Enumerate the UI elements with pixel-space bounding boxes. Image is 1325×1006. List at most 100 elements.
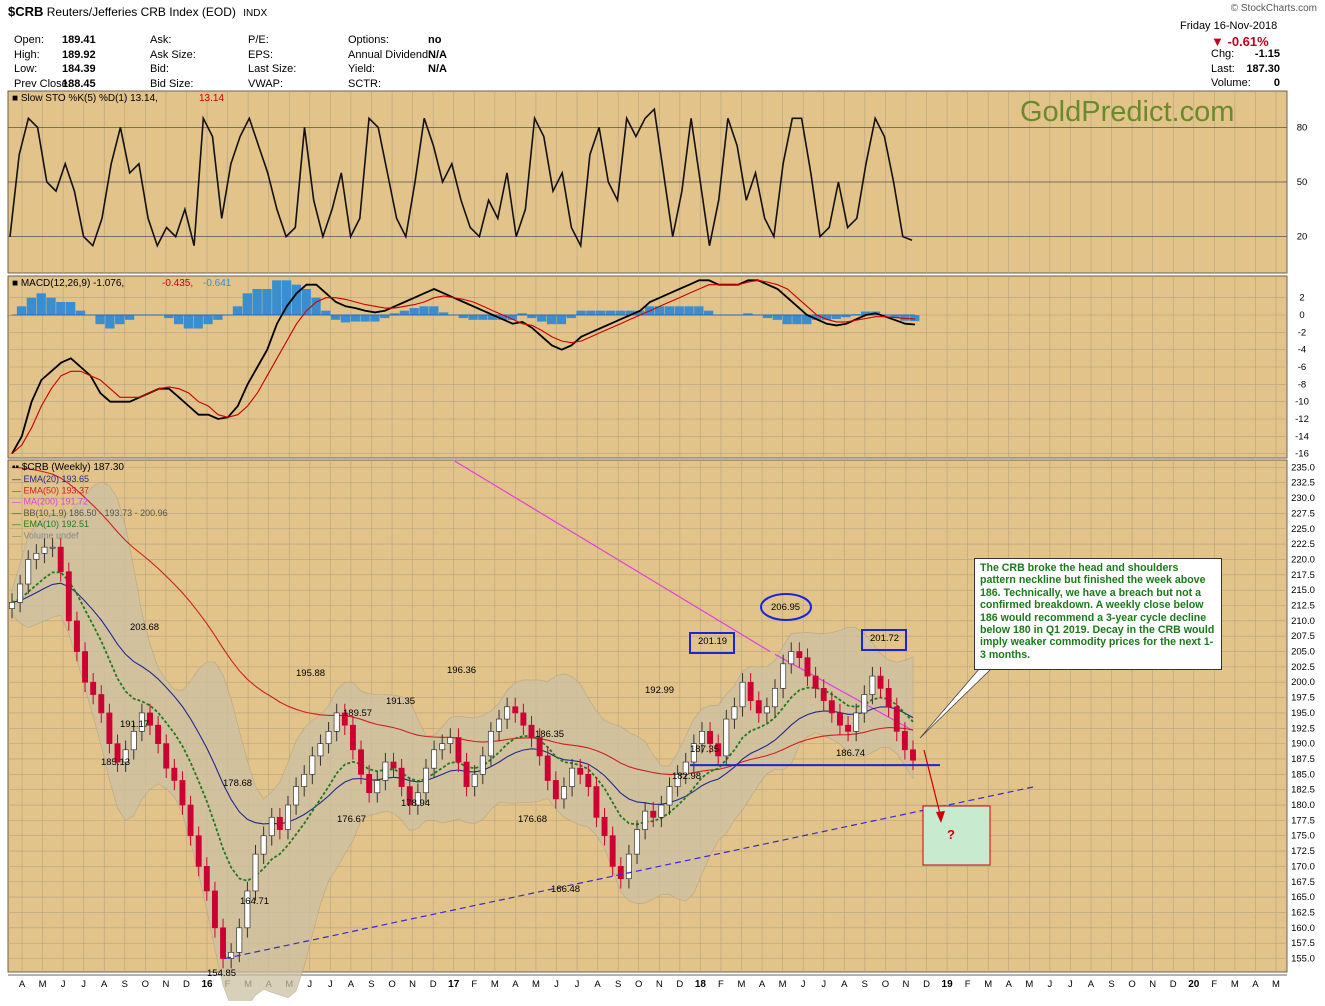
- candle-body: [57, 546, 64, 573]
- candle-body: [715, 743, 722, 757]
- candle-body: [561, 786, 567, 800]
- candle-body: [406, 786, 413, 806]
- sto-y-tick-label: 20: [1297, 232, 1308, 243]
- price-y-tick-label: 167.5: [1291, 877, 1315, 888]
- x-tick-label: D: [430, 979, 437, 990]
- macd-histogram-bar: [890, 315, 900, 319]
- quote-change: ▼ -0.61%: [1211, 34, 1269, 49]
- macd-histogram-bar: [821, 315, 832, 320]
- price-label: 191.17: [120, 719, 149, 730]
- x-tick-label: N: [656, 979, 663, 990]
- candle-body: [293, 786, 300, 806]
- macd-histogram-bar: [527, 315, 537, 319]
- x-tick-label: F: [1211, 979, 1217, 990]
- x-tick-label: 17: [448, 979, 460, 990]
- price-y-tick-label: 222.5: [1291, 539, 1315, 550]
- candle-body: [98, 694, 105, 714]
- macd-histogram-bar: [488, 315, 498, 320]
- candle-body: [252, 853, 259, 892]
- price-y-tick-label: 215.0: [1291, 585, 1315, 596]
- price-y-tick-label: 200.0: [1291, 677, 1315, 688]
- candle-body: [130, 730, 137, 751]
- security-name: Reuters/Jefferies CRB Index (EOD): [46, 5, 236, 19]
- candle-body: [398, 767, 405, 787]
- candle-body: [471, 773, 478, 787]
- price-y-tick-label: 232.5: [1291, 478, 1315, 489]
- annotation-box: The CRB broke the head and shoulders pat…: [974, 558, 1222, 670]
- candle-body: [220, 927, 226, 959]
- candle-body: [228, 952, 235, 959]
- price-y-tick-label: 212.5: [1291, 600, 1315, 611]
- candle-body: [106, 712, 113, 744]
- price-y-tick-label: 170.0: [1291, 861, 1315, 872]
- macd-y-tick-label: -10: [1295, 397, 1309, 408]
- candle-body: [845, 724, 852, 732]
- x-tick-label: J: [81, 979, 86, 990]
- candle-body: [593, 786, 600, 818]
- candle-body: [528, 724, 535, 738]
- quote-label: Bid Size:: [150, 77, 194, 90]
- candle-body: [82, 651, 89, 683]
- candle-body: [739, 681, 746, 708]
- candle-body: [820, 688, 827, 702]
- x-tick-label: J: [328, 979, 333, 990]
- candle-body: [179, 780, 186, 806]
- candle-body: [25, 559, 32, 585]
- price-y-tick-label: 230.0: [1291, 493, 1315, 504]
- macd-histogram-bar: [429, 306, 439, 316]
- macd-histogram-bar: [301, 289, 311, 316]
- ma200-line: [454, 460, 771, 653]
- macd-histogram-bar: [861, 311, 871, 316]
- price-y-tick-label: 190.0: [1291, 739, 1315, 750]
- candle-body: [236, 927, 243, 953]
- candle-body: [390, 761, 397, 769]
- macd-y-tick-label: -12: [1295, 414, 1309, 425]
- macd-histogram-bar: [252, 289, 262, 316]
- macd-histogram-bar: [340, 315, 351, 323]
- candle-body: [625, 853, 632, 880]
- macd-histogram-bar: [782, 315, 792, 325]
- x-tick-label: M: [1231, 979, 1239, 990]
- candle-body: [496, 718, 502, 732]
- quote-value: 188.45: [62, 77, 96, 90]
- macd-histogram-bar: [635, 310, 645, 316]
- price-y-tick-label: 185.0: [1291, 769, 1315, 780]
- candle-body: [731, 706, 738, 720]
- candle-body: [634, 829, 640, 855]
- price-y-tick-label: 225.0: [1291, 524, 1315, 535]
- ma200-line-tail: [774, 653, 914, 732]
- candle-body: [268, 816, 275, 837]
- sto-line: [9, 107, 913, 249]
- x-tick-label: M: [491, 979, 499, 990]
- macd-histogram-bar: [910, 315, 920, 322]
- macd-y-tick-label: -6: [1298, 362, 1306, 373]
- candle-body: [747, 681, 754, 702]
- quote-right-value: 0: [1273, 77, 1280, 89]
- price-label: 201.72: [870, 633, 899, 644]
- candle-body: [33, 552, 40, 560]
- price-y-tick-label: 155.0: [1291, 953, 1315, 964]
- quote-label: Ask Size:: [150, 48, 196, 61]
- price-y-tick-label: 175.0: [1291, 831, 1315, 842]
- candle-body: [682, 761, 689, 775]
- macd-y-tick-label: 0: [1299, 310, 1304, 321]
- candle-body: [836, 712, 843, 726]
- candle-body: [479, 755, 486, 775]
- macd-histogram-bar: [409, 308, 419, 316]
- x-tick-label: A: [1088, 979, 1095, 990]
- price-label: 186.74: [836, 748, 865, 759]
- macd-y-tick-label: -4: [1298, 345, 1306, 356]
- candle-body: [885, 688, 892, 708]
- x-tick-label: S: [862, 979, 868, 990]
- annotation-text: The CRB broke the head and shoulders pat…: [980, 562, 1215, 661]
- candle-body: [17, 583, 24, 603]
- candle-body: [893, 706, 900, 732]
- candle-body: [155, 724, 162, 744]
- price-y-tick-label: 182.5: [1291, 785, 1315, 796]
- macd-histogram-bar: [576, 310, 586, 316]
- macd-histogram-bar: [203, 315, 213, 325]
- price-legend-item: — Volume undef: [12, 531, 79, 541]
- x-tick-label: F: [965, 979, 971, 990]
- x-tick-label: F: [718, 979, 724, 990]
- price-legend-title: ▪▪ $CRB (Weekly) 187.30: [12, 462, 124, 473]
